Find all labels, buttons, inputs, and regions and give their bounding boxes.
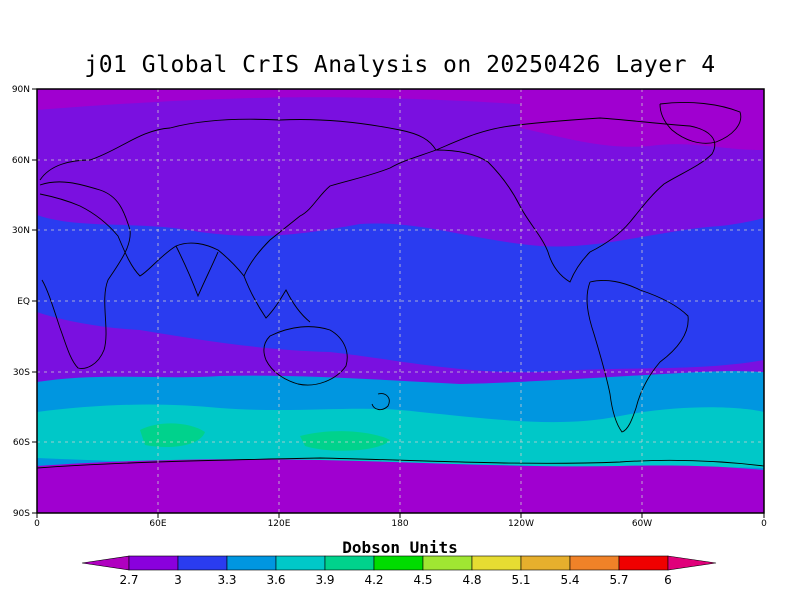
colorbar-swatch: [520, 555, 571, 571]
x-tick-label: 0: [34, 519, 40, 529]
field-tropics: [37, 215, 764, 373]
y-tick-label: 30S: [13, 368, 30, 378]
y-tick-label: 60S: [13, 438, 30, 448]
coast-australia: [263, 326, 348, 386]
colorbar-swatch: [471, 555, 522, 571]
colorbar-label: 6: [664, 573, 672, 587]
colorbar-label: 3.9: [315, 573, 334, 587]
coast-greenland: [659, 102, 742, 144]
y-tick-label: 60N: [12, 156, 30, 166]
y-tick-label: EQ: [17, 297, 30, 307]
map-title: j01 Global CrIS Analysis on 20250426 Lay…: [84, 52, 716, 78]
y-tick-label: 90S: [13, 509, 30, 519]
colorbar-swatch: [569, 555, 620, 571]
colorbar-swatch: [422, 555, 473, 571]
colorbar-label: 3.3: [217, 573, 236, 587]
colorbar-swatch: [226, 555, 277, 571]
graticule: [37, 89, 764, 513]
coast-india: [175, 245, 219, 298]
colorbar-label: 5.7: [609, 573, 628, 587]
x-tick-label: 180: [391, 519, 408, 529]
colorbar-swatch: [275, 555, 326, 571]
tick-marks: [32, 88, 765, 518]
coast-africa: [39, 181, 131, 369]
x-tick-label: 120W: [508, 519, 534, 529]
colorbar-label: 4.2: [364, 573, 383, 587]
x-tick-label: 60W: [632, 519, 652, 529]
x-tick-label: 120E: [268, 519, 291, 529]
field-southern-patch: [140, 423, 390, 451]
coast-nz: [371, 393, 390, 411]
colorbar-label: 4.8: [462, 573, 481, 587]
field-south-polar: [37, 459, 764, 513]
colorbar-swatch: [324, 555, 375, 571]
field-southern-ring: [37, 404, 764, 468]
colorbar-title: Dobson Units: [342, 538, 458, 557]
coastlines: [37, 102, 764, 469]
x-tick-label: 0: [761, 519, 767, 529]
colorbar-label: 2.7: [119, 573, 138, 587]
y-tick-label: 30N: [12, 226, 30, 236]
colorbar-over-triangle: [667, 555, 717, 571]
colorbar-under-triangle: [81, 555, 130, 571]
colorbar-label: 4.5: [413, 573, 432, 587]
colorbar-label: 5.4: [560, 573, 579, 587]
y-tick-label: 90N: [12, 85, 30, 95]
coast-europe-asia: [39, 118, 437, 277]
colorbar-swatch: [618, 555, 669, 571]
colorbar-label: 5.1: [511, 573, 530, 587]
coast-antarctica: [37, 457, 764, 469]
colorbar-swatch: [373, 555, 424, 571]
coast-south-america: [586, 279, 689, 433]
x-tick-label: 60E: [149, 519, 166, 529]
colorbar-label: 3.6: [266, 573, 285, 587]
coast-north-america: [435, 117, 716, 283]
colorbar-label: 3: [174, 573, 182, 587]
colorbar: 2.7 3 3.3 3.6 3.9 4.2 4.5 4.8 5.1 5.4 5.7 6: [81, 555, 717, 587]
coast-se-asia: [243, 275, 311, 323]
colorbar-swatch: [177, 555, 228, 571]
colorbar-swatch: [128, 555, 179, 571]
